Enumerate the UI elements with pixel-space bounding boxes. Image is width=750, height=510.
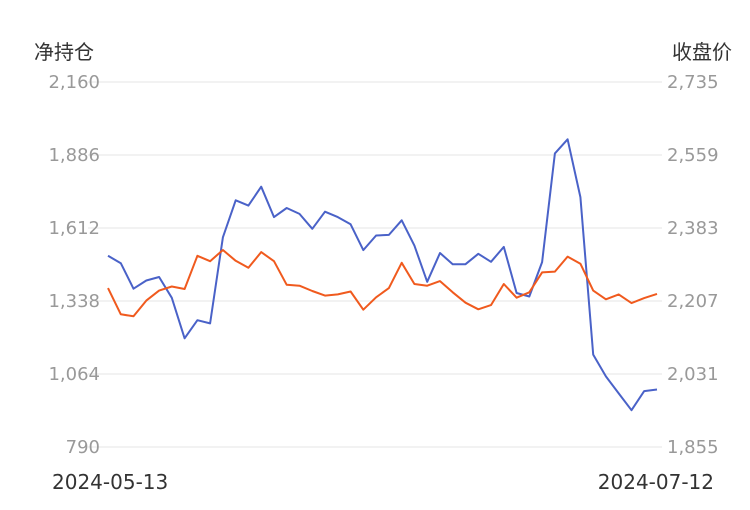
right-tick-label: 1,855 (667, 437, 719, 458)
series-line-right-axis (107, 249, 658, 318)
left-tick-label: 1,612 (48, 218, 100, 239)
right-axis-title: 收盘价 (672, 40, 732, 64)
x-axis-end-label: 2024-07-12 (597, 470, 714, 494)
left-tick-label: 1,886 (48, 145, 100, 166)
x-axis-start-label: 2024-05-13 (52, 470, 169, 494)
left-axis-title: 净持仓 (34, 40, 94, 64)
right-tick-label: 2,031 (667, 364, 719, 385)
left-tick-label: 2,160 (48, 72, 100, 93)
right-tick-label: 2,735 (667, 72, 719, 93)
right-axis-ticks: 2,735 2,559 2,383 2,207 2,031 1,855 (667, 72, 719, 458)
left-axis-ticks: 2,160 1,886 1,612 1,338 1,064 790 (48, 72, 100, 458)
series-line-left-axis (107, 138, 658, 412)
left-tick-label: 790 (66, 437, 100, 458)
gridlines (88, 81, 662, 448)
series-lines (107, 138, 658, 412)
right-tick-label: 2,383 (667, 218, 719, 239)
left-tick-label: 1,064 (48, 364, 100, 385)
right-tick-label: 2,559 (667, 145, 719, 166)
left-tick-label: 1,338 (48, 291, 100, 312)
right-tick-label: 2,207 (667, 291, 719, 312)
